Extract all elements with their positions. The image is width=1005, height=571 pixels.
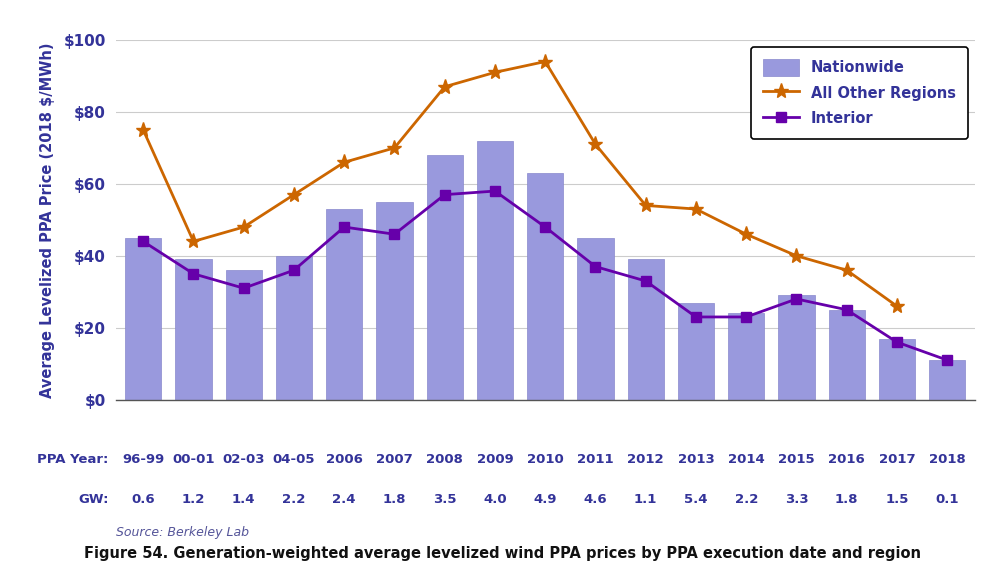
Text: 1.4: 1.4	[232, 493, 255, 506]
Bar	[226, 270, 262, 400]
Text: 2012: 2012	[627, 453, 664, 466]
Text: 02-03: 02-03	[222, 453, 265, 466]
Bar	[829, 310, 865, 400]
Text: 0.6: 0.6	[132, 493, 155, 506]
Text: 1.2: 1.2	[182, 493, 205, 506]
Text: 4.0: 4.0	[483, 493, 507, 506]
Bar	[176, 259, 211, 400]
Text: PPA Year:: PPA Year:	[37, 453, 109, 466]
Text: 2013: 2013	[677, 453, 715, 466]
Text: 2014: 2014	[728, 453, 765, 466]
Text: 2008: 2008	[426, 453, 463, 466]
Text: 5.4: 5.4	[684, 493, 708, 506]
Bar	[476, 140, 513, 400]
Bar	[275, 256, 313, 400]
Y-axis label: Average Levelized PPA Price (2018 $/MWh): Average Levelized PPA Price (2018 $/MWh)	[40, 42, 55, 397]
Text: 0.1: 0.1	[936, 493, 959, 506]
Text: 00-01: 00-01	[172, 453, 215, 466]
Text: GW:: GW:	[78, 493, 109, 506]
Bar	[930, 360, 965, 400]
Text: Source: Berkeley Lab: Source: Berkeley Lab	[116, 526, 248, 538]
Text: 1.1: 1.1	[634, 493, 657, 506]
Text: 3.5: 3.5	[433, 493, 456, 506]
Text: 2006: 2006	[326, 453, 363, 466]
Bar	[678, 303, 715, 400]
Bar	[327, 209, 363, 400]
Text: 04-05: 04-05	[272, 453, 316, 466]
Text: 4.6: 4.6	[584, 493, 607, 506]
Text: 96-99: 96-99	[122, 453, 165, 466]
Bar	[879, 339, 916, 400]
Text: 2011: 2011	[577, 453, 614, 466]
Bar	[729, 313, 765, 400]
Text: Figure 54. Generation-weighted average levelized wind PPA prices by PPA executio: Figure 54. Generation-weighted average l…	[84, 546, 921, 561]
Legend: Nationwide, All Other Regions, Interior: Nationwide, All Other Regions, Interior	[751, 47, 968, 139]
Text: 2016: 2016	[828, 453, 865, 466]
Text: 1.5: 1.5	[885, 493, 909, 506]
Text: 2.2: 2.2	[282, 493, 306, 506]
Text: 2007: 2007	[376, 453, 413, 466]
Text: 1.8: 1.8	[835, 493, 858, 506]
Bar	[577, 238, 613, 400]
Bar	[377, 202, 413, 400]
Text: 2.4: 2.4	[333, 493, 356, 506]
Bar	[527, 173, 563, 400]
Text: 2017: 2017	[878, 453, 916, 466]
Text: 1.8: 1.8	[383, 493, 406, 506]
Text: 2009: 2009	[476, 453, 514, 466]
Text: 4.9: 4.9	[534, 493, 557, 506]
Text: 3.3: 3.3	[785, 493, 808, 506]
Bar	[779, 295, 815, 400]
Bar	[627, 259, 664, 400]
Text: 2.2: 2.2	[735, 493, 758, 506]
Bar	[126, 238, 162, 400]
Text: 2018: 2018	[929, 453, 966, 466]
Text: 2015: 2015	[778, 453, 815, 466]
Bar	[426, 155, 462, 400]
Text: 2010: 2010	[527, 453, 564, 466]
